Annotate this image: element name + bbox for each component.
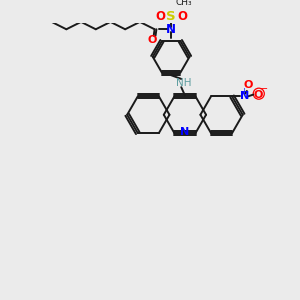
Text: O: O (147, 35, 157, 45)
Text: N: N (180, 127, 190, 137)
Text: NH: NH (176, 78, 192, 88)
Text: CH₃: CH₃ (176, 0, 192, 7)
Text: O: O (177, 10, 187, 23)
Text: O: O (253, 90, 262, 100)
Text: −: − (260, 84, 269, 94)
Text: O: O (243, 80, 252, 90)
Text: O: O (155, 10, 165, 23)
Text: N: N (240, 92, 250, 101)
Text: S: S (166, 10, 176, 23)
Text: +: + (240, 87, 247, 96)
Text: N: N (166, 23, 176, 36)
